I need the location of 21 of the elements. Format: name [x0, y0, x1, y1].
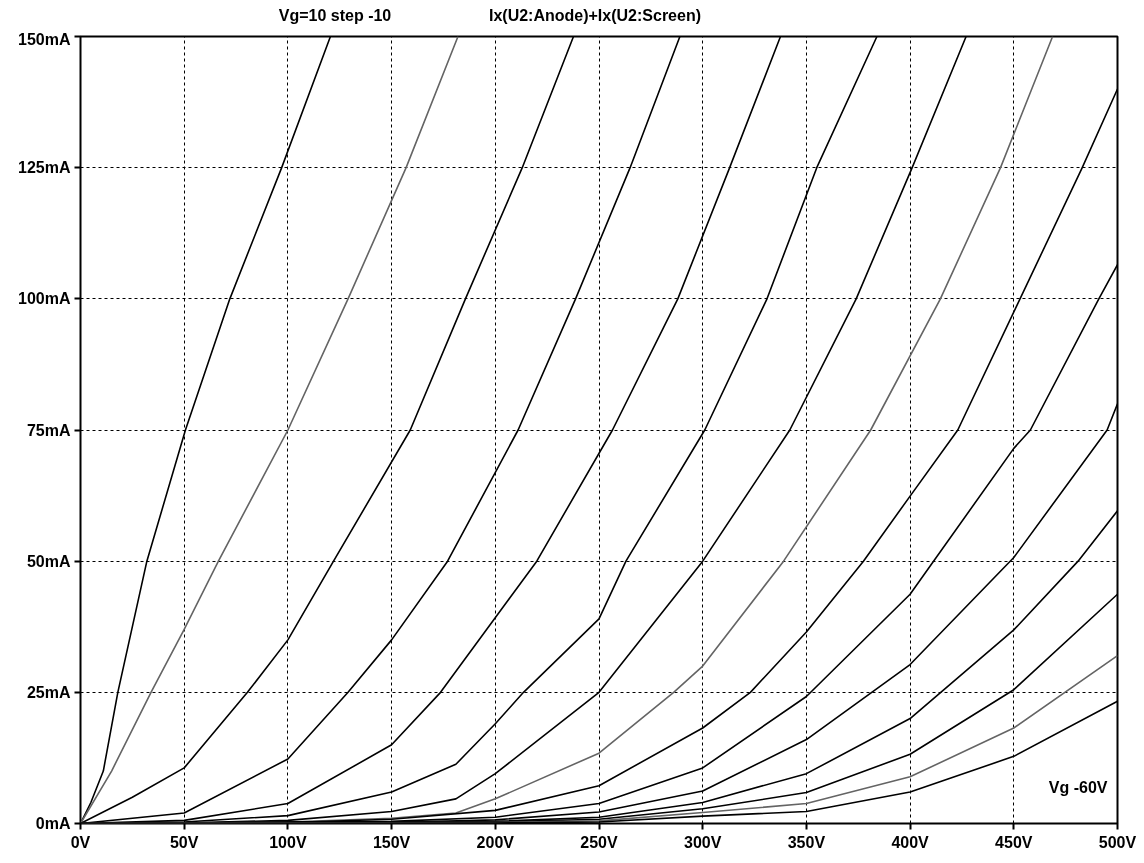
- chart-title: Ix(U2:Anode)+Ix(U2:Screen): [488, 6, 702, 26]
- y-tick-label: 50mA: [26, 552, 71, 570]
- y-tick-label: 0mA: [35, 815, 71, 832]
- y-tick-label: 125mA: [18, 159, 71, 177]
- y-tick-label: 75mA: [26, 421, 71, 439]
- x-tick-label: 400V: [891, 833, 930, 851]
- x-tick-label: 200V: [476, 833, 515, 851]
- annotation: Vg -60V: [1048, 778, 1108, 796]
- x-tick-label: 150V: [372, 833, 411, 851]
- x-tick-label: 350V: [787, 833, 826, 851]
- x-tick-label: 100V: [269, 833, 307, 851]
- x-tick-label: 250V: [580, 833, 619, 851]
- x-tick-label: 500V: [1098, 833, 1137, 851]
- y-tick-label: 150mA: [18, 30, 71, 48]
- text: Vg=10 step -10: [278, 6, 392, 26]
- y-tick-label: 25mA: [26, 683, 71, 701]
- x-tick-label: 450V: [995, 833, 1033, 851]
- x-tick-label: 300V: [684, 833, 722, 851]
- x-tick-label: 0V: [70, 833, 91, 851]
- y-tick-label: 100mA: [18, 290, 71, 308]
- x-tick-label: 50V: [169, 833, 199, 851]
